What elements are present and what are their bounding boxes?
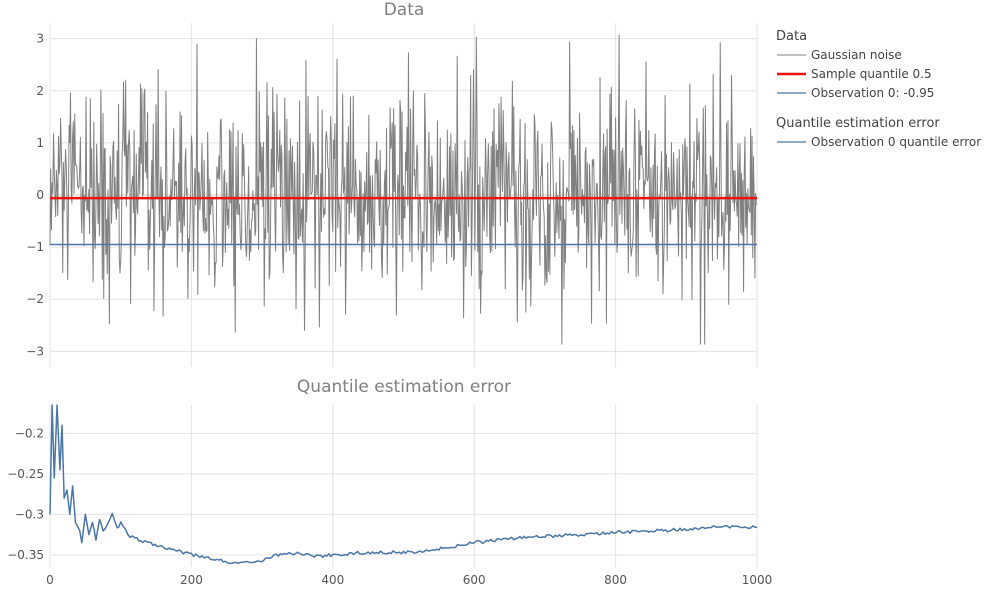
legend-item-observation-0-error[interactable]: Observation 0 quantile error xyxy=(777,135,981,149)
panel0-series-0-line xyxy=(49,34,757,345)
panel1-ytick-label-0: −0.35 xyxy=(7,548,44,562)
panel0-ytick-label-2: −1 xyxy=(26,240,44,254)
panel0-ytick-label-5: 2 xyxy=(36,84,44,98)
legend-group-quantile-error: Quantile estimation error xyxy=(776,116,940,131)
panel1-ytick-label-3: −0.2 xyxy=(15,426,44,440)
legend: Data Gaussian noise Sample quantile 0.5 … xyxy=(776,29,981,149)
legend-item-observation-0[interactable]: Observation 0: -0.95 xyxy=(777,86,934,100)
legend-item-gaussian-noise[interactable]: Gaussian noise xyxy=(777,48,902,62)
panel1-ytick-label-1: −0.3 xyxy=(15,507,44,521)
panel1-xtick-label-1: 200 xyxy=(180,573,203,587)
legend-label-gaussian-noise: Gaussian noise xyxy=(811,48,902,62)
error-panel-title: Quantile estimation error xyxy=(297,377,511,397)
panel1-xtick-label-4: 800 xyxy=(604,573,627,587)
panel0-ytick-label-1: −2 xyxy=(26,292,44,306)
panel0-ytick-label-6: 3 xyxy=(36,32,44,46)
panel1-xtick-label-2: 400 xyxy=(321,573,344,587)
panel1-series-0-line xyxy=(49,404,758,565)
axis-layer: −3 −2 −1 0 1 2 3 −0.35 −0.3 −0.25 −0.2 0 200 400 600 80… xyxy=(7,32,772,587)
data-panel-title: Data xyxy=(384,0,425,20)
legend-item-sample-quantile[interactable]: Sample quantile 0.5 xyxy=(777,67,932,81)
panel1-xtick-label-5: 1000 xyxy=(742,573,773,587)
panel1-ytick-label-2: −0.25 xyxy=(7,467,44,481)
legend-label-sample-quantile: Sample quantile 0.5 xyxy=(811,67,932,81)
legend-label-observation-0: Observation 0: -0.95 xyxy=(811,86,934,100)
legend-label-observation-0-error: Observation 0 quantile error xyxy=(811,135,981,149)
panel1-xtick-label-0: 0 xyxy=(46,573,54,587)
panel0-ytick-label-0: −3 xyxy=(26,344,44,358)
panel0-ytick-label-4: 1 xyxy=(36,136,44,150)
panel0-ytick-label-3: 0 xyxy=(36,188,44,202)
panel1-xtick-label-3: 600 xyxy=(463,573,486,587)
series-layer xyxy=(49,34,758,565)
legend-group-data: Data xyxy=(776,29,807,44)
